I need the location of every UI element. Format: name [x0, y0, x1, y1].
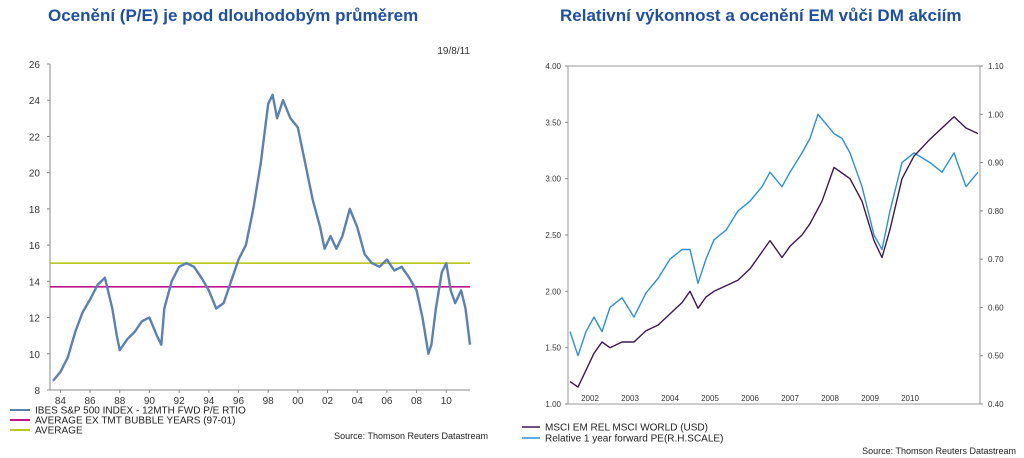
y-tick-label: 20	[29, 169, 41, 180]
y-tick-label: 2.50	[545, 231, 561, 240]
y-tick-label: 22	[29, 132, 41, 143]
x-tick-label: 96	[233, 396, 245, 407]
x-tick-label: 2008	[821, 394, 839, 403]
x-tick-label: 08	[411, 396, 423, 407]
x-tick-label: 94	[203, 396, 215, 407]
left-chart-title: Ocenění (P/E) je pod dlouhodobým průměre…	[48, 6, 419, 25]
rel-perf-series-line	[569, 115, 979, 388]
legend-label: IBES S&P 500 INDEX - 12MTH FWD P/E RTIO	[35, 406, 246, 417]
y-tick-label: 16	[29, 241, 41, 252]
y2-tick-label: 1.00	[988, 110, 1004, 119]
y-tick-label: 26	[29, 60, 41, 71]
y2-tick-label: 1.10	[988, 62, 1004, 71]
x-tick-label: 04	[352, 396, 364, 407]
date-label: 19/8/11	[437, 46, 470, 57]
x-tick-label: 02	[322, 396, 334, 407]
y2-tick-label: 0.80	[988, 207, 1004, 216]
y-tick-label: 18	[29, 205, 41, 216]
y-tick-label: 1.50	[545, 344, 561, 353]
rel-pe-series-line	[569, 113, 979, 357]
x-tick-label: 06	[381, 396, 393, 407]
y-tick-label: 3.00	[545, 175, 561, 184]
x-tick-label: 92	[174, 396, 186, 407]
y-tick-label: 12	[29, 314, 41, 325]
y2-tick-label: 0.50	[988, 352, 1004, 361]
legend-label: Relative 1 year forward PE(R.H.SCALE)	[545, 434, 723, 445]
pe-series-line	[52, 93, 472, 382]
x-tick-label: 90	[144, 396, 156, 407]
y-tick-label: 4.00	[545, 62, 561, 71]
y-tick-label: 2.00	[545, 287, 561, 296]
y-tick-label: 24	[29, 96, 41, 107]
x-tick-label: 00	[292, 396, 304, 407]
right-chart-title: Relativní výkonnost a ocenění EM vůči DM…	[560, 6, 962, 25]
y2-tick-label: 0.60	[988, 303, 1004, 312]
x-tick-label: 2006	[741, 394, 759, 403]
y2-tick-label: 0.70	[988, 255, 1004, 264]
x-tick-label: 10	[441, 396, 453, 407]
legend-label: MSCI EM REL MSCI WORLD (USD)	[545, 423, 708, 434]
x-tick-label: 2007	[781, 394, 799, 403]
y-tick-label: 8	[34, 386, 40, 397]
legend-label: AVERAGE EX TMT BUBBLE YEARS (97-01)	[35, 416, 235, 427]
source-label: Source: Thomson Reuters Datastream	[862, 446, 1016, 456]
y-tick-label: 1.00	[545, 400, 561, 409]
x-tick-label: 2004	[661, 394, 679, 403]
y-tick-label: 10	[29, 350, 41, 361]
x-tick-label: 84	[55, 396, 67, 407]
x-tick-label: 86	[85, 396, 97, 407]
x-tick-label: 2005	[701, 394, 719, 403]
x-tick-label: 2009	[861, 394, 879, 403]
y2-tick-label: 0.90	[988, 159, 1004, 168]
y2-tick-label: 0.40	[988, 400, 1004, 409]
source-label: Source: Thomson Reuters Datastream	[334, 431, 488, 441]
legend-label: AVERAGE	[35, 426, 83, 437]
pe-chart: 8 10 12 14 16 18 20 22 24 26 84 86 88 90 92 94 96 98 00 02 0…	[10, 46, 488, 441]
x-tick-label: 2002	[581, 394, 599, 403]
x-tick-label: 88	[114, 396, 126, 407]
x-tick-label: 2003	[621, 394, 639, 403]
plot-frame	[567, 65, 981, 405]
x-tick-label: 2010	[901, 394, 919, 403]
y-tick-label: 14	[29, 277, 41, 288]
y-tick-label: 3.50	[545, 118, 561, 127]
x-tick-label: 98	[263, 396, 275, 407]
